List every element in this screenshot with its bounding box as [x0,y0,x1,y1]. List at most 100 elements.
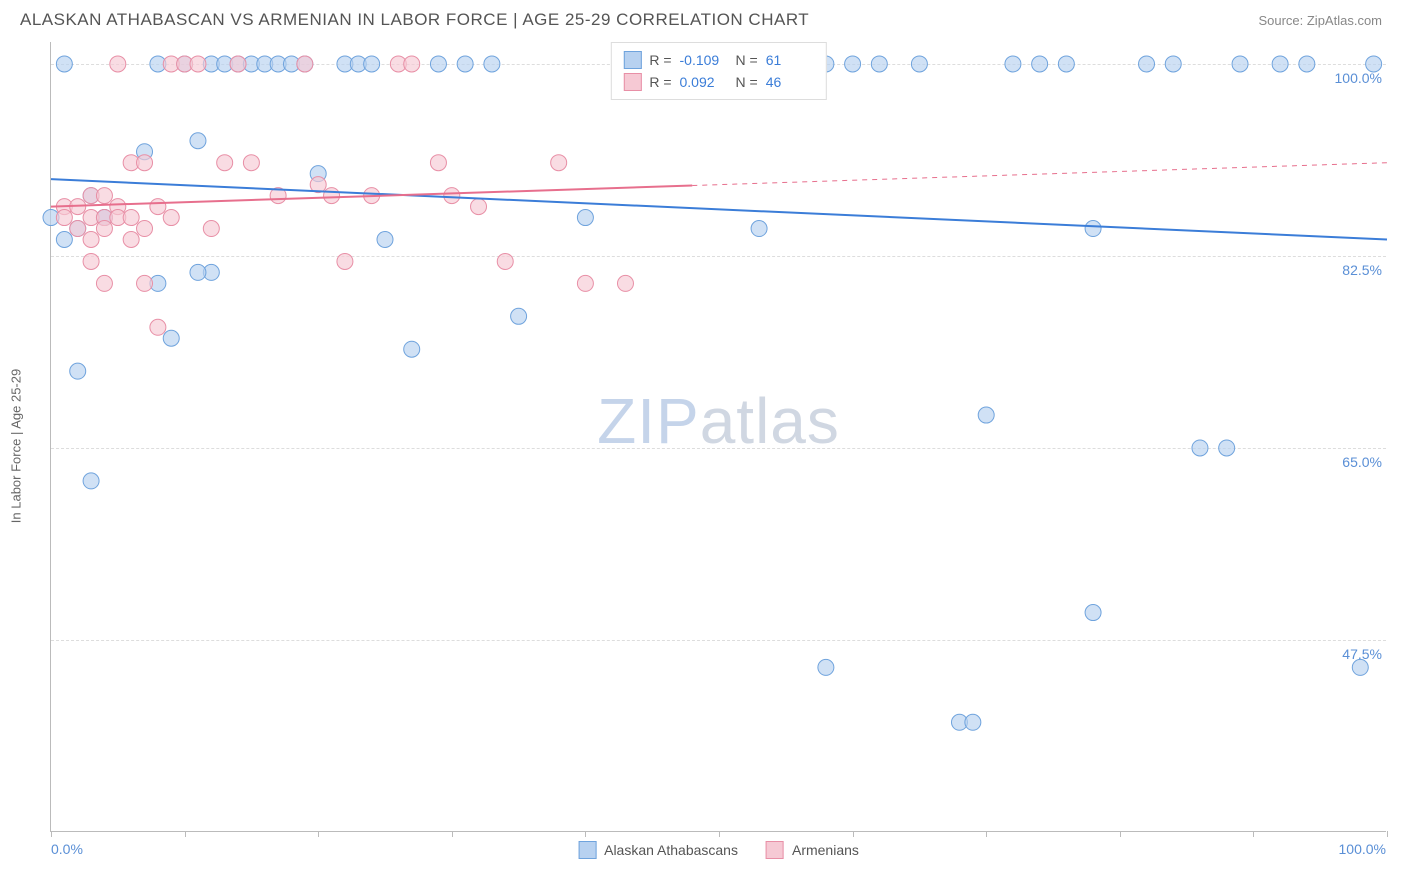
data-point [1219,440,1235,456]
data-point [1232,56,1248,72]
data-point [430,155,446,171]
data-point [1085,221,1101,237]
data-point [1058,56,1074,72]
x-axis-max-label: 100.0% [1339,841,1386,857]
data-point [484,56,500,72]
x-tick [185,831,186,837]
data-point [577,210,593,226]
data-point [1366,56,1382,72]
data-point [845,56,861,72]
data-point [96,221,112,237]
data-point [404,56,420,72]
swatch-series-0 [623,51,641,69]
r-value-1: 0.092 [680,71,728,93]
data-point [471,199,487,215]
data-point [324,188,340,204]
x-tick [585,831,586,837]
data-point [163,210,179,226]
scatter-plot [51,42,1386,831]
x-tick [1387,831,1388,837]
x-tick [318,831,319,837]
data-point [190,264,206,280]
swatch-icon [578,841,596,859]
data-point [577,275,593,291]
data-point [56,210,72,226]
data-point [911,56,927,72]
data-point [551,155,567,171]
r-value-0: -0.109 [680,49,728,71]
legend-label-1: Armenians [792,842,859,858]
data-point [430,56,446,72]
data-point [965,714,981,730]
data-point [137,275,153,291]
data-point [377,232,393,248]
data-point [190,56,206,72]
chart-plot-area: ZIPatlas 47.5%65.0%82.5%100.0% R = -0.10… [50,42,1386,832]
data-point [297,56,313,72]
data-point [1352,659,1368,675]
legend-row-series-0: R = -0.109 N = 61 [623,49,813,71]
trend-line [51,179,1387,239]
data-point [511,308,527,324]
data-point [83,253,99,269]
data-point [110,56,126,72]
data-point [230,56,246,72]
data-point [56,56,72,72]
correlation-legend: R = -0.109 N = 61 R = 0.092 N = 46 [610,42,826,100]
data-point [337,253,353,269]
source-credit: Source: ZipAtlas.com [1258,13,1382,28]
x-axis-min-label: 0.0% [51,841,83,857]
x-tick [986,831,987,837]
x-tick [719,831,720,837]
data-point [83,232,99,248]
trend-line-extrapolated [692,163,1387,186]
data-point [137,221,153,237]
x-tick [452,831,453,837]
chart-title: ALASKAN ATHABASCAN VS ARMENIAN IN LABOR … [20,10,809,30]
swatch-icon [766,841,784,859]
data-point [150,319,166,335]
data-point [123,210,139,226]
data-point [617,275,633,291]
data-point [871,56,887,72]
data-point [1005,56,1021,72]
x-tick [51,831,52,837]
data-point [150,199,166,215]
data-point [243,155,259,171]
data-point [203,221,219,237]
series-legend: Alaskan Athabascans Armenians [578,841,859,859]
data-point [96,275,112,291]
legend-item-1: Armenians [766,841,859,859]
legend-label-0: Alaskan Athabascans [604,842,738,858]
data-point [1032,56,1048,72]
data-point [497,253,513,269]
data-point [1192,440,1208,456]
data-point [1272,56,1288,72]
data-point [1299,56,1315,72]
x-tick [1120,831,1121,837]
data-point [83,473,99,489]
data-point [404,341,420,357]
data-point [364,56,380,72]
data-point [444,188,460,204]
x-tick [1253,831,1254,837]
data-point [70,221,86,237]
data-point [70,363,86,379]
data-point [1085,605,1101,621]
swatch-series-1 [623,73,641,91]
data-point [137,155,153,171]
legend-item-0: Alaskan Athabascans [578,841,738,859]
data-point [163,330,179,346]
x-tick [853,831,854,837]
data-point [1139,56,1155,72]
data-point [217,155,233,171]
data-point [123,232,139,248]
data-point [978,407,994,423]
n-value-1: 46 [766,71,814,93]
data-point [1165,56,1181,72]
data-point [56,232,72,248]
n-value-0: 61 [766,49,814,71]
data-point [190,133,206,149]
data-point [457,56,473,72]
y-axis-title: In Labor Force | Age 25-29 [9,369,24,523]
